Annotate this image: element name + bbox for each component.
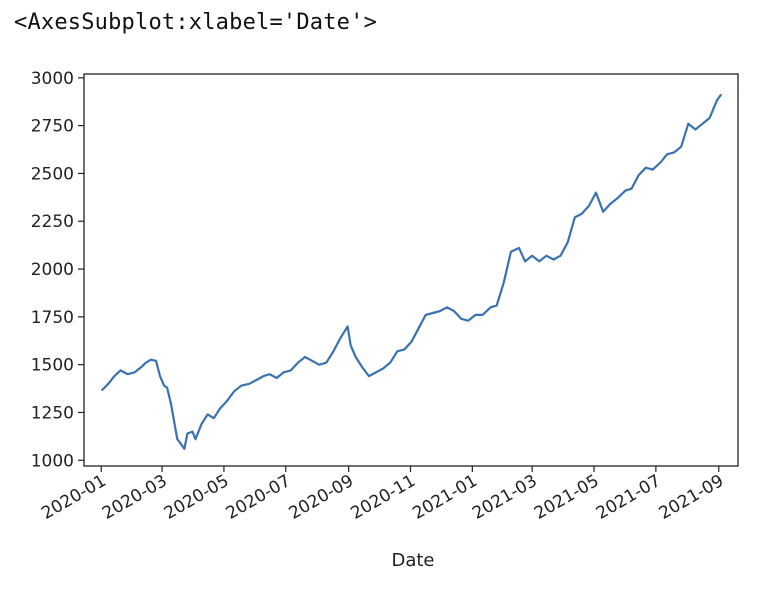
x-tick-label: 2021-05 [531, 471, 603, 524]
cell-output-repr: <AxesSubplot:xlabel='Date'> [14, 10, 378, 35]
y-tick-label: 2000 [31, 260, 74, 280]
series-line [101, 93, 722, 450]
x-tick-label: 2020-03 [99, 471, 171, 524]
x-axis-label: Date [391, 550, 434, 571]
x-tick-label: 2020-11 [347, 471, 419, 524]
x-tick-label: 2020-05 [161, 471, 233, 524]
y-tick-label: 1000 [31, 451, 74, 471]
x-tick-label: 2021-09 [656, 471, 728, 524]
x-tick-label: 2020-07 [223, 471, 295, 524]
y-tick-label: 2250 [31, 212, 74, 232]
axes-frame [83, 73, 739, 467]
x-tick-label: 2020-09 [286, 471, 358, 524]
plot-area: 1000 1250 1500 1750 2000 2250 2500 2750 3000 2020… [31, 69, 739, 571]
x-tick-label: 2021-03 [469, 471, 541, 524]
y-tick-label: 2500 [31, 164, 74, 184]
y-tick-label: 1750 [31, 308, 74, 328]
x-tick-label: 2021-01 [409, 471, 481, 524]
y-tick-label: 1250 [31, 403, 74, 423]
x-tick-label: 2021-07 [593, 471, 665, 524]
x-tick-label: 2020-01 [38, 471, 110, 524]
y-tick-label: 3000 [31, 69, 74, 89]
y-tick-label: 2750 [31, 117, 74, 137]
y-tick-label: 1500 [31, 356, 74, 376]
